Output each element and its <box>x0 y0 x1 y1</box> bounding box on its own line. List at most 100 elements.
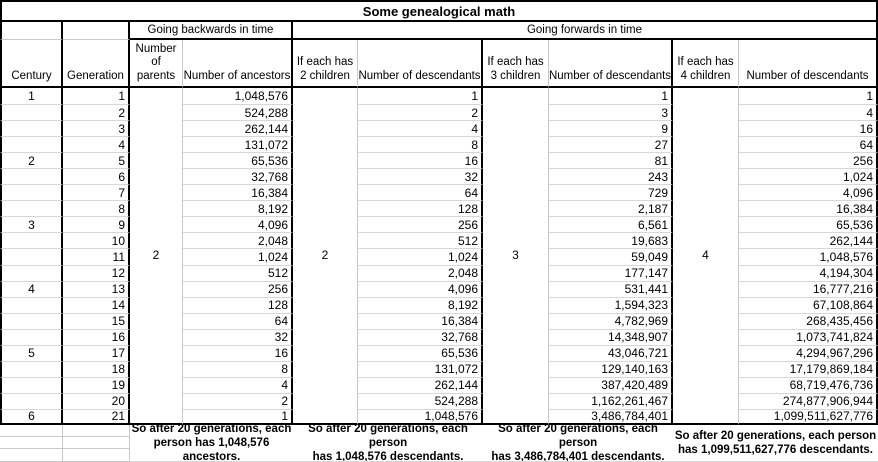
desc3-cell[interactable]: 14,348,907 <box>549 328 673 345</box>
century-cell[interactable] <box>0 200 63 217</box>
desc2-cell[interactable]: 524,288 <box>358 392 483 409</box>
century-cell[interactable] <box>0 312 63 329</box>
desc2-cell[interactable]: 256 <box>358 216 483 233</box>
generation-cell[interactable]: 4 <box>63 136 130 153</box>
desc3-cell[interactable]: 387,420,489 <box>549 376 673 393</box>
desc2-cell[interactable]: 8,192 <box>358 296 483 313</box>
desc4-cell[interactable]: 1,073,741,824 <box>739 328 878 345</box>
ancestors-cell[interactable]: 524,288 <box>183 104 293 121</box>
ancestors-cell[interactable]: 2 <box>183 392 293 409</box>
desc3-cell[interactable]: 6,561 <box>549 216 673 233</box>
ancestors-cell[interactable]: 4 <box>183 376 293 393</box>
desc3-cell[interactable]: 81 <box>549 152 673 169</box>
desc3-cell[interactable]: 19,683 <box>549 232 673 249</box>
desc2-cell[interactable]: 16 <box>358 152 483 169</box>
desc4-cell[interactable]: 65,536 <box>739 216 878 233</box>
desc2-cell[interactable]: 4,096 <box>358 280 483 297</box>
century-cell[interactable] <box>0 120 63 137</box>
desc4-cell[interactable]: 4,096 <box>739 184 878 201</box>
ancestors-cell[interactable]: 16,384 <box>183 184 293 201</box>
children2-value-cell[interactable]: 2 <box>293 88 358 425</box>
desc4-cell[interactable]: 268,435,456 <box>739 312 878 329</box>
generation-cell[interactable]: 7 <box>63 184 130 201</box>
desc2-cell[interactable]: 262,144 <box>358 376 483 393</box>
desc2-cell[interactable]: 128 <box>358 200 483 217</box>
century-cell[interactable]: 3 <box>0 216 63 233</box>
century-cell[interactable] <box>0 232 63 249</box>
generation-cell[interactable]: 5 <box>63 152 130 169</box>
ancestors-cell[interactable]: 8,192 <box>183 200 293 217</box>
century-cell[interactable]: 6 <box>0 408 63 425</box>
desc3-cell[interactable]: 1,594,323 <box>549 296 673 313</box>
desc4-cell[interactable]: 262,144 <box>739 232 878 249</box>
century-cell[interactable]: 1 <box>0 88 63 105</box>
desc4-cell[interactable]: 1 <box>739 88 878 105</box>
desc2-cell[interactable]: 4 <box>358 120 483 137</box>
ancestors-cell[interactable]: 64 <box>183 312 293 329</box>
desc4-cell[interactable]: 1,099,511,627,776 <box>739 408 878 425</box>
ancestors-cell[interactable]: 2,048 <box>183 232 293 249</box>
children3-value-cell[interactable]: 3 <box>483 88 549 425</box>
generation-cell[interactable]: 20 <box>63 392 130 409</box>
desc4-cell[interactable]: 1,024 <box>739 168 878 185</box>
generation-cell[interactable]: 16 <box>63 328 130 345</box>
generation-cell[interactable]: 18 <box>63 360 130 377</box>
desc4-cell[interactable]: 274,877,906,944 <box>739 392 878 409</box>
century-cell[interactable] <box>0 328 63 345</box>
desc3-cell[interactable]: 2,187 <box>549 200 673 217</box>
generation-cell[interactable]: 19 <box>63 376 130 393</box>
desc2-cell[interactable]: 2 <box>358 104 483 121</box>
desc3-cell[interactable]: 43,046,721 <box>549 344 673 361</box>
generation-cell[interactable]: 9 <box>63 216 130 233</box>
desc3-cell[interactable]: 729 <box>549 184 673 201</box>
century-cell[interactable] <box>0 184 63 201</box>
century-cell[interactable] <box>0 392 63 409</box>
generation-cell[interactable]: 8 <box>63 200 130 217</box>
desc2-cell[interactable]: 1,048,576 <box>358 408 483 425</box>
desc2-cell[interactable]: 131,072 <box>358 360 483 377</box>
generation-cell[interactable]: 11 <box>63 248 130 265</box>
century-cell[interactable] <box>0 264 63 281</box>
desc2-cell[interactable]: 1 <box>358 88 483 105</box>
ancestors-cell[interactable]: 512 <box>183 264 293 281</box>
desc3-cell[interactable]: 9 <box>549 120 673 137</box>
century-cell[interactable]: 2 <box>0 152 63 169</box>
century-cell[interactable] <box>0 104 63 121</box>
century-cell[interactable] <box>0 360 63 377</box>
ancestors-cell[interactable]: 65,536 <box>183 152 293 169</box>
ancestors-cell[interactable]: 128 <box>183 296 293 313</box>
desc4-cell[interactable]: 67,108,864 <box>739 296 878 313</box>
ancestors-cell[interactable]: 4,096 <box>183 216 293 233</box>
desc4-cell[interactable]: 16 <box>739 120 878 137</box>
ancestors-cell[interactable]: 32 <box>183 328 293 345</box>
ancestors-cell[interactable]: 256 <box>183 280 293 297</box>
century-cell[interactable] <box>0 376 63 393</box>
desc3-cell[interactable]: 531,441 <box>549 280 673 297</box>
desc3-cell[interactable]: 4,782,969 <box>549 312 673 329</box>
ancestors-cell[interactable]: 1,048,576 <box>183 88 293 105</box>
desc4-cell[interactable]: 16,384 <box>739 200 878 217</box>
generation-cell[interactable]: 14 <box>63 296 130 313</box>
desc4-cell[interactable]: 256 <box>739 152 878 169</box>
desc3-cell[interactable]: 3,486,784,401 <box>549 408 673 425</box>
century-cell[interactable] <box>0 168 63 185</box>
ancestors-cell[interactable]: 1,024 <box>183 248 293 265</box>
desc3-cell[interactable]: 243 <box>549 168 673 185</box>
parents-value-cell[interactable]: 2 <box>130 88 183 425</box>
desc2-cell[interactable]: 512 <box>358 232 483 249</box>
century-cell[interactable] <box>0 296 63 313</box>
desc3-cell[interactable]: 1,162,261,467 <box>549 392 673 409</box>
desc4-cell[interactable]: 16,777,216 <box>739 280 878 297</box>
desc4-cell[interactable]: 4 <box>739 104 878 121</box>
desc3-cell[interactable]: 27 <box>549 136 673 153</box>
generation-cell[interactable]: 6 <box>63 168 130 185</box>
desc4-cell[interactable]: 4,294,967,296 <box>739 344 878 361</box>
desc2-cell[interactable]: 8 <box>358 136 483 153</box>
desc3-cell[interactable]: 59,049 <box>549 248 673 265</box>
desc3-cell[interactable]: 177,147 <box>549 264 673 281</box>
desc4-cell[interactable]: 64 <box>739 136 878 153</box>
ancestors-cell[interactable]: 8 <box>183 360 293 377</box>
desc4-cell[interactable]: 4,194,304 <box>739 264 878 281</box>
generation-cell[interactable]: 17 <box>63 344 130 361</box>
desc3-cell[interactable]: 129,140,163 <box>549 360 673 377</box>
